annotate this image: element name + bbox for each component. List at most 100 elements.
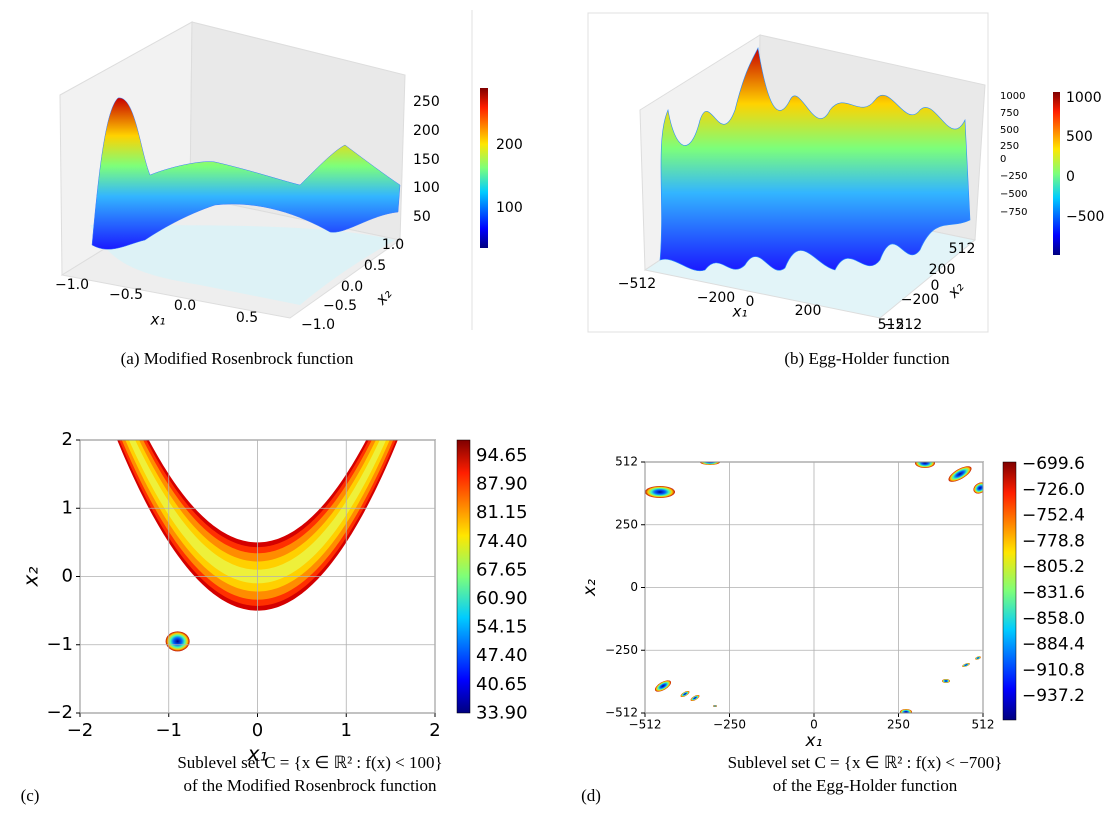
colorbar-tick-label: −500 xyxy=(1066,209,1104,225)
colorbar xyxy=(1002,461,1017,721)
z-tick-label: 250 xyxy=(1000,141,1019,152)
colorbar-tick-label: −726.0 xyxy=(1022,480,1085,500)
colorbar-tick-label: 40.65 xyxy=(476,674,528,695)
colorbar-tick-label: 94.65 xyxy=(476,445,528,466)
y-axis-label: x₂ xyxy=(371,285,395,309)
x-tick-label: 512 xyxy=(972,718,995,732)
x-tick-label: 250 xyxy=(887,718,910,732)
sublevel-blob xyxy=(975,656,981,660)
x-tick-label: 0.0 xyxy=(174,298,196,314)
colorbar-tick-label: −805.2 xyxy=(1022,557,1085,577)
y-tick-label: −2 xyxy=(46,702,73,723)
x-tick-label: −512 xyxy=(629,718,662,732)
sublevel-blob xyxy=(700,462,720,465)
sublevel-blob xyxy=(948,466,972,482)
frame xyxy=(587,12,989,333)
y-tick-label: 512 xyxy=(949,241,976,257)
z-tick-label: −750 xyxy=(1000,207,1027,218)
y-tick-label: −512 xyxy=(605,706,638,720)
contour-floor xyxy=(90,225,395,305)
sublevel-blob xyxy=(973,482,983,494)
caption: of the Egg-Holder function xyxy=(773,776,958,795)
y-tick-label: −200 xyxy=(901,292,939,308)
z-tick-label: 1000 xyxy=(1000,91,1025,102)
z-tick-label: −500 xyxy=(1000,189,1027,200)
colorbar-tick-label: −831.6 xyxy=(1022,583,1085,603)
x-tick-label: −1 xyxy=(155,720,182,741)
y-tick-label: −0.5 xyxy=(323,298,357,314)
z-tick-label: 500 xyxy=(1000,125,1019,136)
caption: Sublevel set C = {x ∈ ℝ² : f(x) < −700} xyxy=(728,753,1003,772)
z-tick-label: 200 xyxy=(413,123,440,139)
y-tick-label: 0 xyxy=(630,580,638,594)
x-axis-label: x₁ xyxy=(150,311,166,329)
sublevel-blob xyxy=(654,680,672,692)
caption: (b) Egg-Holder function xyxy=(784,349,950,368)
y-tick-label: 0 xyxy=(931,278,940,294)
x-tick-label: −512 xyxy=(618,276,656,292)
x-axis-label: x₁ xyxy=(732,303,748,321)
x-tick-label: 0 xyxy=(746,294,755,310)
sublevel-blob xyxy=(713,705,717,707)
colorbar-tick-label: 0 xyxy=(1066,169,1075,185)
colorbar-tick-label: −937.2 xyxy=(1022,686,1085,706)
sublevel-blob xyxy=(962,663,970,667)
y-tick-label: 0.5 xyxy=(364,258,386,274)
surface xyxy=(659,47,971,272)
colorbar-tick-label: −778.8 xyxy=(1022,531,1085,551)
plot-area xyxy=(645,462,983,713)
y-axis-label: x₂ xyxy=(19,567,43,588)
x-tick-label: 1 xyxy=(341,720,352,741)
panel-a xyxy=(59,10,488,330)
panel-d xyxy=(644,461,1017,721)
y-tick-label: 200 xyxy=(929,262,956,278)
colorbar-tick-label: −858.0 xyxy=(1022,609,1085,629)
sublevel-blob xyxy=(645,486,675,498)
colorbar-tick-label: 74.40 xyxy=(476,531,528,552)
y-tick-label: 2 xyxy=(62,429,73,450)
colorbar xyxy=(1053,92,1060,255)
y-tick-label: 512 xyxy=(615,455,638,469)
y-tick-label: −250 xyxy=(605,643,638,657)
colorbar-tick-label: 33.90 xyxy=(476,702,528,723)
caption: of the Modified Rosenbrock function xyxy=(183,776,437,795)
z-tick-label: 250 xyxy=(413,94,440,110)
sublevel-blob xyxy=(165,631,190,652)
x-tick-label: 0.5 xyxy=(236,310,258,326)
y-axis-label: x₂ xyxy=(943,278,967,302)
x-tick-label: −0.5 xyxy=(109,287,143,303)
y-tick-label: −1.0 xyxy=(301,317,335,333)
z-tick-label: 0 xyxy=(1000,154,1006,165)
colorbar-tick-label: 54.15 xyxy=(476,617,528,638)
z-tick-label: 100 xyxy=(413,180,440,196)
y-axis-label: x₂ xyxy=(580,579,600,597)
caption-tag: (c) xyxy=(21,786,40,805)
sublevel-band xyxy=(119,440,396,606)
colorbar-tick-label: 100 xyxy=(496,200,523,216)
x-axis-label: x₁ xyxy=(805,731,823,751)
y-tick-label: 250 xyxy=(615,517,638,531)
x-tick-label: 200 xyxy=(795,303,822,319)
colorbar-tick-label: 60.90 xyxy=(476,588,528,609)
x-tick-label: 2 xyxy=(429,720,440,741)
colorbar-tick-label: 67.65 xyxy=(476,559,528,580)
colorbar-tick-label: −884.4 xyxy=(1022,635,1085,655)
z-tick-label: 150 xyxy=(413,152,440,168)
colorbar-tick-label: 1000 xyxy=(1066,90,1102,106)
y-tick-label: 1 xyxy=(62,497,73,518)
caption-tag: (d) xyxy=(581,786,601,805)
x-tick-label: −200 xyxy=(697,290,735,306)
sublevel-blob xyxy=(900,709,912,713)
x-tick-label: −1.0 xyxy=(55,277,89,293)
panel-b xyxy=(587,12,1060,333)
caption: (a) Modified Rosenbrock function xyxy=(121,349,354,368)
colorbar xyxy=(456,439,471,714)
x-tick-label: −250 xyxy=(713,718,746,732)
colorbar-tick-label: 81.15 xyxy=(476,502,528,523)
y-tick-label: −512 xyxy=(884,317,922,333)
colorbar-tick-label: −910.8 xyxy=(1022,660,1085,680)
y-tick-label: 1.0 xyxy=(382,237,404,253)
y-tick-label: 0 xyxy=(62,566,73,587)
colorbar-tick-label: −699.6 xyxy=(1022,454,1085,474)
